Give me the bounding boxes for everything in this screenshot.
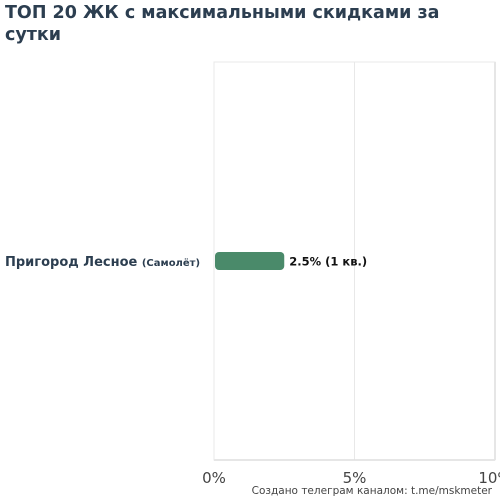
category-labels: Пригород Лесное (Самолёт) <box>5 255 200 270</box>
bar <box>215 252 285 270</box>
x-tick-label: 0% <box>202 469 226 487</box>
category-developer: (Самолёт) <box>142 257 200 269</box>
x-tick-label: 5% <box>343 469 367 487</box>
bars <box>215 252 285 270</box>
footer-credit: Создано телеграм каналом: t.me/mskmeter <box>251 485 492 497</box>
plot-area-frame <box>213 61 496 461</box>
chart-title: ТОП 20 ЖК с максимальными скидками за су… <box>5 3 440 45</box>
data-label: 2.5% (1 кв.) <box>289 255 367 269</box>
category-name: Пригород Лесное <box>5 255 142 270</box>
x-tick-label: 10% <box>478 469 500 487</box>
x-axis-ticks: 0% 5% 10% <box>202 469 500 487</box>
data-labels: 2.5% (1 кв.) <box>289 255 367 269</box>
category-label: Пригород Лесное (Самолёт) <box>5 255 200 270</box>
